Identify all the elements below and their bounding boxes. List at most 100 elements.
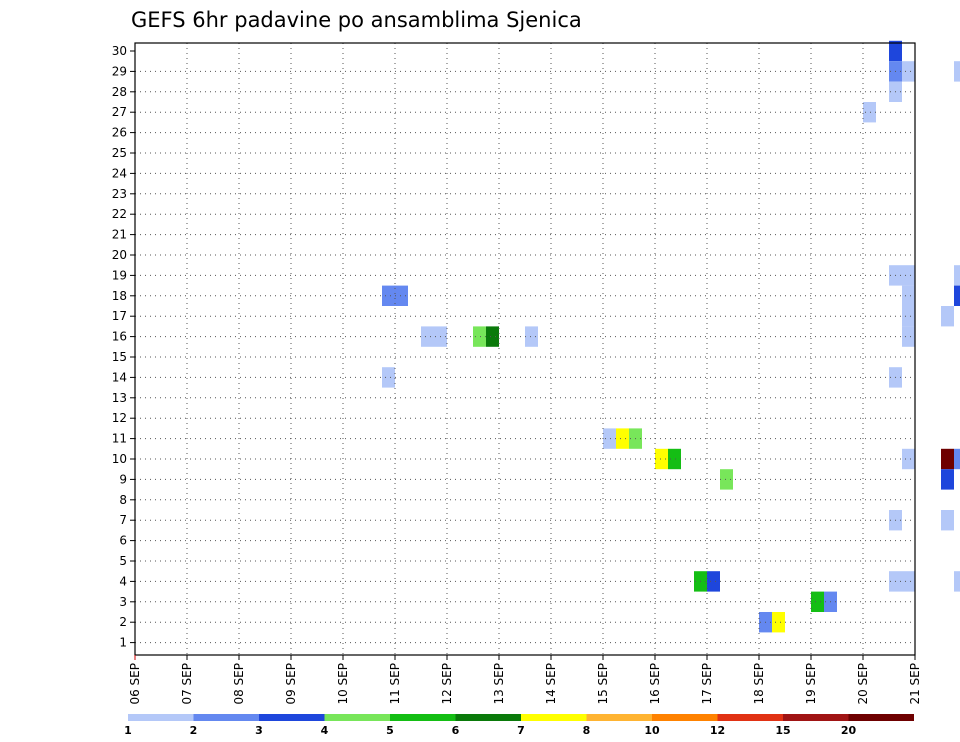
x-tick-label: 14 SEP: [544, 663, 558, 705]
y-tick-label: 14: [112, 370, 127, 384]
y-tick-label: 28: [112, 85, 127, 99]
legend-label: 20: [841, 724, 857, 737]
heatmap-cell: [954, 61, 960, 82]
legend-swatch: [128, 714, 194, 721]
heatmap-cell: [902, 326, 915, 347]
x-tick-label: 12 SEP: [440, 663, 454, 705]
heatmap-cell: [954, 285, 960, 306]
legend-label: 2: [190, 724, 198, 737]
heatmap-cell: [616, 428, 629, 449]
legend-label: 8: [583, 724, 591, 737]
heatmap-cell: [889, 40, 902, 62]
legend-swatch: [652, 714, 718, 721]
legend-label: 3: [255, 724, 263, 737]
legend-swatch: [324, 714, 390, 721]
y-tick-label: 16: [112, 330, 127, 344]
heatmap-cell: [954, 265, 960, 286]
heatmap-cell: [486, 326, 499, 347]
heatmap-cell: [902, 61, 915, 82]
heatmap-cell: [902, 265, 915, 286]
x-tick-label: 09 SEP: [284, 663, 298, 705]
y-tick-label: 19: [112, 268, 127, 282]
heatmap-cell: [902, 306, 915, 327]
heatmap-cell: [902, 285, 915, 306]
color-legend: 1 2 3 4 5 6 7 8 10 12 15 20: [124, 714, 914, 737]
x-tick-label: 15 SEP: [596, 663, 610, 705]
y-tick-label: 23: [112, 187, 127, 201]
y-tick-label: 18: [112, 289, 127, 303]
legend-swatch: [586, 714, 652, 721]
legend-swatch: [848, 714, 914, 721]
y-tick-label: 7: [119, 513, 127, 527]
x-tick-label: 08 SEP: [232, 663, 246, 705]
heatmap-cell: [707, 571, 720, 592]
y-tick-label: 8: [119, 493, 127, 507]
heatmap-cell: [655, 448, 668, 470]
x-tick-label: 11 SEP: [388, 663, 402, 705]
y-tick-label: 22: [112, 207, 127, 221]
legend-label: 7: [517, 724, 525, 737]
x-tick-label: 13 SEP: [492, 663, 506, 705]
x-tick-label: 18 SEP: [752, 663, 766, 705]
heatmap-cell: [941, 510, 954, 531]
legend-swatch: [390, 714, 456, 721]
legend-label: 6: [452, 724, 460, 737]
y-tick-label: 15: [112, 350, 127, 364]
legend-label: 4: [321, 724, 329, 737]
y-tick-label: 6: [119, 534, 127, 548]
legend-swatch: [259, 714, 325, 721]
legend-label: 5: [386, 724, 394, 737]
y-tick-label: 11: [112, 432, 127, 446]
x-tick-label: 20 SEP: [856, 663, 870, 705]
x-tick-label: 17 SEP: [700, 663, 714, 705]
y-axis: 1234567891011121314151617181920212223242…: [112, 44, 135, 650]
plot-frame: [134, 42, 916, 656]
y-tick-label: 17: [112, 309, 127, 323]
heatmap-cell: [954, 448, 960, 470]
legend-label: 12: [710, 724, 725, 737]
x-tick-label: 06 SEP: [128, 663, 142, 705]
heatmap-cell: [954, 571, 960, 592]
y-tick-label: 9: [119, 472, 127, 486]
legend-label: 15: [775, 724, 790, 737]
x-tick-label: 16 SEP: [648, 663, 662, 705]
legend-swatch: [193, 714, 259, 721]
heatmap-cell: [902, 571, 915, 592]
x-axis: 06 SEP 07 SEP 08 SEP 09 SEP 10 SEP 11 SEP 12 S…: [128, 655, 922, 705]
legend-label: 10: [644, 724, 660, 737]
heatmap-cell: [603, 428, 616, 449]
y-tick-label: 3: [119, 595, 127, 609]
heatmap-cell: [421, 326, 434, 347]
y-tick-label: 12: [112, 411, 127, 425]
heatmap-cell: [863, 102, 876, 123]
y-tick-label: 29: [112, 64, 127, 78]
y-tick-label: 13: [112, 391, 127, 405]
grid-layer: [135, 43, 915, 655]
heatmap-cell: [941, 448, 954, 470]
y-tick-label: 2: [119, 615, 127, 629]
legend-swatch: [783, 714, 849, 721]
legend-swatch: [521, 714, 587, 721]
y-tick-label: 24: [112, 166, 127, 180]
heatmap-cell: [382, 367, 395, 388]
y-tick-label: 1: [119, 636, 127, 650]
heatmap-cell: [525, 326, 538, 347]
heatmap-cell: [395, 285, 408, 306]
heatmap-cell: [941, 306, 954, 327]
heatmap-cell: [811, 591, 824, 612]
heatmap-cell: [902, 448, 915, 470]
y-tick-label: 30: [112, 44, 127, 58]
x-tick-label: 21 SEP: [908, 663, 922, 705]
x-tick-label: 19 SEP: [804, 663, 818, 705]
heatmap-cell: [668, 448, 681, 470]
y-tick-label: 27: [112, 105, 127, 119]
heatmap-cell: [473, 326, 486, 347]
chart-title: GEFS 6hr padavine po ansamblima Sjenica: [131, 8, 582, 32]
x-tick-label: 07 SEP: [180, 663, 194, 705]
y-tick-label: 26: [112, 126, 127, 140]
heatmap-cell: [382, 285, 395, 306]
legend-swatch: [455, 714, 521, 721]
legend-swatch: [717, 714, 783, 721]
heatmap-cell: [720, 469, 733, 490]
